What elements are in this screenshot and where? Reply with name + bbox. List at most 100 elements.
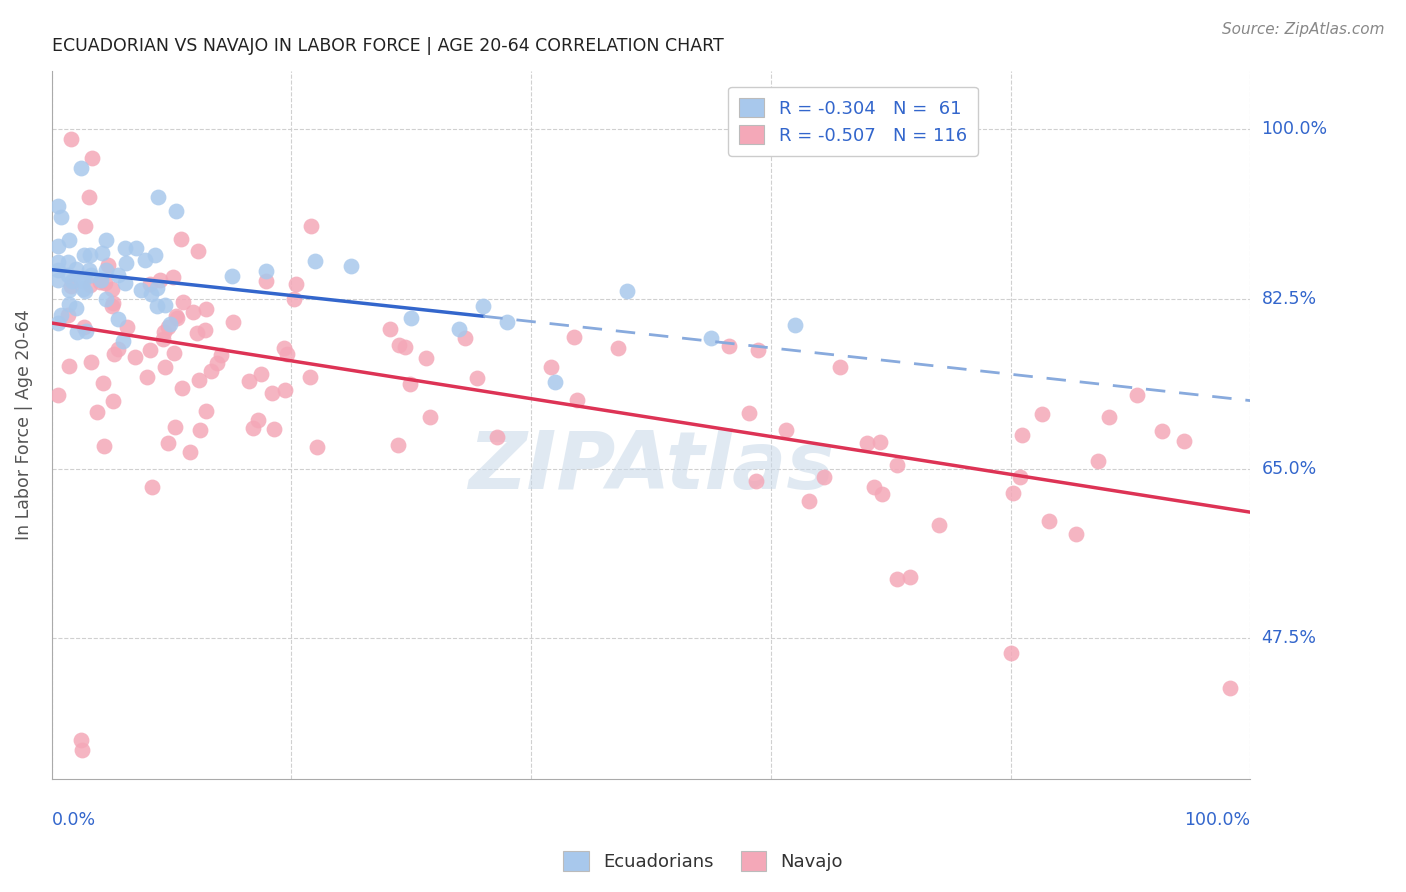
Point <box>60 278 83 293</box>
Point <box>149 272 172 286</box>
Point <box>863 480 886 494</box>
Point <box>114 241 136 255</box>
Point <box>1087 454 1109 468</box>
Point <box>195 302 218 317</box>
Point <box>209 348 232 362</box>
Point <box>75 284 97 298</box>
Point <box>101 393 124 408</box>
Point <box>567 393 589 408</box>
Point <box>415 351 437 366</box>
Point <box>77 190 100 204</box>
Point <box>1219 681 1241 695</box>
Point <box>70 161 93 175</box>
Point <box>89 275 111 289</box>
Point <box>775 423 797 437</box>
Point <box>94 233 117 247</box>
Point <box>79 248 101 262</box>
Point <box>387 437 409 451</box>
Point <box>380 322 402 336</box>
Point <box>93 440 115 454</box>
Point <box>544 375 567 389</box>
Point <box>58 255 80 269</box>
Point <box>65 301 87 315</box>
Point <box>58 359 80 373</box>
Point <box>170 381 193 395</box>
Point <box>205 356 228 370</box>
Point <box>56 309 79 323</box>
Text: 65.0%: 65.0% <box>1261 459 1317 477</box>
Point <box>73 247 96 261</box>
Point <box>869 435 891 450</box>
Point <box>115 256 138 270</box>
Point <box>129 283 152 297</box>
Point <box>249 368 271 382</box>
Point <box>856 435 879 450</box>
Point <box>304 254 326 268</box>
Point <box>146 280 169 294</box>
Point <box>186 326 208 341</box>
Point <box>46 262 69 277</box>
Point <box>246 412 269 426</box>
Point <box>187 244 209 258</box>
Point <box>94 292 117 306</box>
Point <box>152 332 174 346</box>
Point <box>188 423 211 437</box>
Point <box>262 386 284 401</box>
Point <box>886 458 908 472</box>
Point <box>454 330 477 344</box>
Point <box>72 274 94 288</box>
Text: Source: ZipAtlas.com: Source: ZipAtlas.com <box>1222 22 1385 37</box>
Point <box>465 371 488 385</box>
Point <box>107 312 129 326</box>
Point <box>124 351 146 365</box>
Point <box>299 370 322 384</box>
Point <box>394 340 416 354</box>
Point <box>79 278 101 293</box>
Point <box>49 210 72 224</box>
Point <box>155 297 177 311</box>
Text: 82.5%: 82.5% <box>1261 290 1317 308</box>
Point <box>399 377 422 392</box>
Point <box>1152 424 1174 438</box>
Point <box>242 420 264 434</box>
Text: 100.0%: 100.0% <box>1184 811 1250 829</box>
Point <box>928 518 950 533</box>
Point <box>155 359 177 374</box>
Point <box>200 364 222 378</box>
Point <box>744 474 766 488</box>
Point <box>49 309 72 323</box>
Point <box>283 292 305 306</box>
Point <box>139 343 162 357</box>
Point <box>263 422 285 436</box>
Point <box>97 258 120 272</box>
Point <box>103 347 125 361</box>
Point <box>143 248 166 262</box>
Point <box>148 190 170 204</box>
Text: ECUADORIAN VS NAVAJO IN LABOR FORCE | AGE 20-64 CORRELATION CHART: ECUADORIAN VS NAVAJO IN LABOR FORCE | AG… <box>52 37 724 55</box>
Point <box>813 470 835 484</box>
Point <box>1038 514 1060 528</box>
Point <box>46 316 69 330</box>
Point <box>276 346 298 360</box>
Point <box>73 319 96 334</box>
Point <box>59 132 82 146</box>
Point <box>69 273 91 287</box>
Point <box>58 283 80 297</box>
Point <box>188 373 211 387</box>
Point <box>77 263 100 277</box>
Point <box>70 743 93 757</box>
Point <box>562 330 585 344</box>
Point <box>70 733 93 747</box>
Point <box>141 480 163 494</box>
Point <box>1002 486 1025 500</box>
Point <box>1010 470 1032 484</box>
Point <box>172 295 194 310</box>
Point <box>606 342 628 356</box>
Point <box>1125 388 1147 402</box>
Point <box>80 355 103 369</box>
Point <box>139 277 162 292</box>
Point <box>1031 407 1053 421</box>
Point <box>1173 434 1195 448</box>
Point <box>799 494 821 508</box>
Point <box>58 233 80 247</box>
